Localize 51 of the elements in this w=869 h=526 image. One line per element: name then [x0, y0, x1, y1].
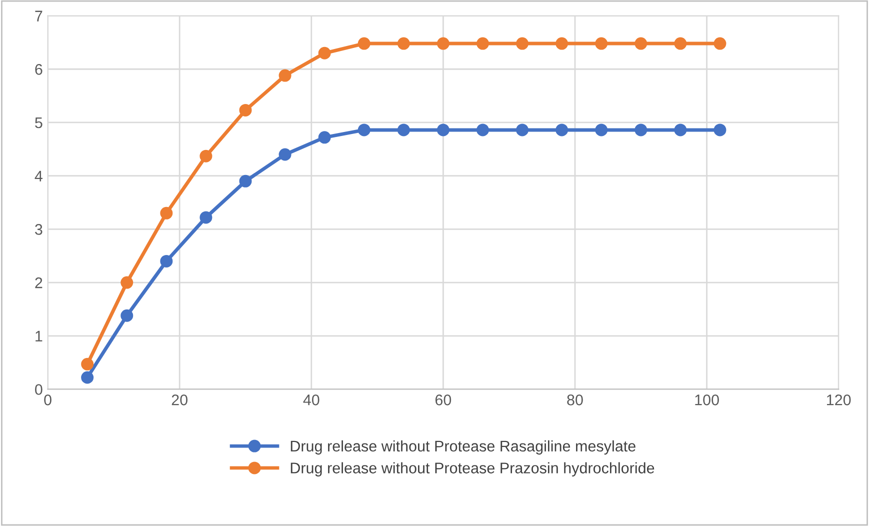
- point: [674, 37, 687, 50]
- point: [556, 124, 568, 136]
- point: [674, 124, 687, 136]
- point: [358, 124, 370, 136]
- point: [397, 37, 410, 50]
- y-tick-label: 7: [35, 10, 42, 22]
- point: [81, 371, 94, 384]
- point: [120, 276, 134, 289]
- legend-label: Drug release without Protease Prazosin hydrochloride: [290, 462, 654, 476]
- point: [634, 124, 648, 136]
- x-tick-label: 100: [695, 394, 719, 406]
- point: [318, 131, 331, 144]
- y-tick-label: 0: [35, 384, 42, 395]
- point: [595, 37, 608, 50]
- y-tick-label: 1: [36, 330, 42, 342]
- legend-label: Drug release without Protease Rasagiline mesylate: [290, 440, 636, 455]
- point: [436, 37, 450, 50]
- point: [476, 37, 489, 50]
- point: [397, 124, 410, 136]
- point: [436, 124, 450, 136]
- point: [714, 37, 726, 50]
- y-tick-label: 5: [35, 118, 42, 128]
- point: [358, 37, 370, 50]
- y-tick-label: 4: [34, 170, 42, 182]
- point: [239, 104, 252, 116]
- point: [278, 148, 292, 161]
- point: [714, 124, 726, 136]
- x-tick-label: 0: [44, 394, 52, 406]
- x-tick-label: 40: [303, 394, 320, 406]
- y-tick-label: 6: [35, 64, 42, 75]
- y-tick-label: 3: [35, 224, 42, 235]
- point: [200, 211, 212, 224]
- point: [160, 206, 173, 220]
- x-tick-label: 80: [567, 394, 583, 406]
- point: [81, 358, 94, 370]
- x-tick-label: 20: [172, 394, 188, 406]
- x-tick-label: 120: [827, 394, 851, 406]
- point: [634, 37, 648, 50]
- x-tick-label: 60: [435, 394, 452, 406]
- point: [476, 124, 489, 136]
- y-tick-label: 2: [35, 277, 42, 288]
- point: [200, 150, 212, 162]
- point: [318, 46, 331, 60]
- point: [160, 254, 173, 268]
- point: [516, 124, 529, 136]
- point: [556, 37, 568, 50]
- point: [595, 124, 608, 136]
- point: [516, 37, 529, 50]
- point: [278, 69, 292, 82]
- point: [120, 309, 134, 322]
- point: [239, 174, 252, 188]
